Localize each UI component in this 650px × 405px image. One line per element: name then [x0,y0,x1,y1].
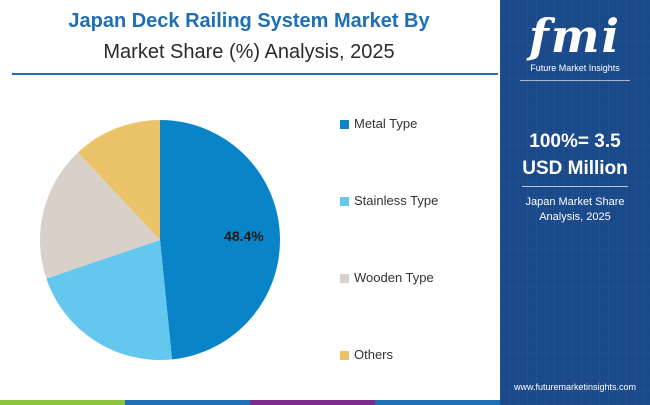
bottom-bar-segment-1 [0,400,125,405]
bottom-bar-segment-3 [250,400,375,405]
legend-label: Wooden Type [354,270,434,285]
legend-swatch [340,351,349,360]
bottom-color-bar [0,400,500,405]
market-note: Japan Market Share Analysis, 2025 [500,195,650,225]
total-divider [522,186,628,187]
pie-slice-others [77,120,160,240]
logo-divider [520,80,630,81]
legend-swatch [340,120,349,129]
legend-label: Stainless Type [354,193,439,208]
fmi-logo: fmi [529,9,621,63]
bottom-bar-segment-2 [125,400,250,405]
logo-subtitle: Future Market Insights [530,63,620,73]
title-divider [12,73,498,75]
data-label-metal-type: 48.4% [224,228,264,244]
legend-label: Others [354,347,394,362]
chart-title-line1: Japan Deck Railing System Market By [68,10,430,32]
total-value-line1: 100%= 3.5 [529,131,621,152]
chart-title-line2: Market Share (%) Analysis, 2025 [103,41,395,63]
bottom-bar-segment-4 [375,400,500,405]
market-note-line1: Japan Market Share [525,196,625,208]
chart-title: Japan Deck Railing System Market By Mark… [14,6,484,68]
market-note-line2: Analysis, 2025 [539,211,611,223]
panel-texture [500,0,650,405]
pie-slice-metal-type [160,120,281,360]
total-market-value: 100%= 3.5 USD Million [500,128,650,182]
legend-swatch [340,197,349,206]
pie-slice-stainless-type [46,240,173,360]
pie-chart: 48.4% [40,120,281,360]
legend-label: Metal Type [354,116,418,131]
website-link[interactable]: www.futuremarketinsights.com [513,382,637,392]
total-value-line2: USD Million [522,158,628,179]
info-panel: fmi Future Market Insights 100%= 3.5 USD… [500,0,650,405]
legend-swatch [340,274,349,283]
pie-slice-wooden-type [40,152,161,279]
